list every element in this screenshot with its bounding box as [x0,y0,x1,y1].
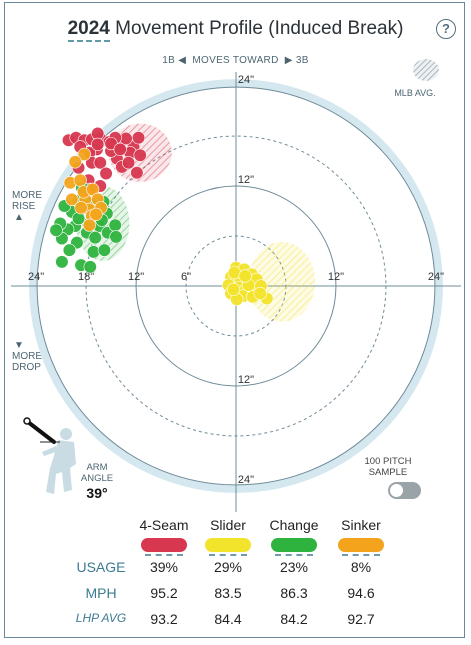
sample-toggle-line1: 100 PITCH [364,456,412,467]
arrow-up-icon: ▲ [14,212,24,223]
help-icon[interactable]: ? [436,19,456,39]
sample-toggle-line2: SAMPLE [368,467,408,478]
more-drop-label: ▼ MORE DROP [12,340,42,373]
point-4-seam [133,148,147,162]
table-cell: 84.2 [280,611,308,627]
arm-angle-line1: ARM [86,462,108,473]
point-4-seam [121,156,136,170]
point-slider [253,286,267,301]
point-change [86,245,101,259]
usage-dash [209,554,247,556]
more-drop-line1: MORE [12,351,42,362]
y-tick-label: 12" [238,174,254,186]
table-cell: 23% [279,559,309,575]
arm-angle-line2: ANGLE [80,473,114,484]
pitcher-silhouette-icon [23,417,76,494]
mlb-avg-label: MLB AVG. [394,88,436,98]
x-tick-label: 12" [328,271,344,283]
point-change [71,211,86,226]
table-cell: 95.2 [150,585,178,601]
mlb-avg-swatch [413,59,439,81]
table-cell: 83.5 [214,585,242,601]
x-tick-label: 24" [428,271,444,283]
more-drop-line2: DROP [12,362,41,373]
row-label: MPH [85,585,117,601]
x-tick-label: 6" [181,271,191,283]
table-cell: 29% [213,559,243,575]
point-4-seam [91,137,105,151]
point-sinker [68,155,82,169]
pitch-color-pill [271,538,317,552]
row-label: LHP AVG [75,611,127,625]
column-header: Change [269,517,319,533]
arrow-left-icon: ◀ [178,55,187,66]
y-tick-label: 24" [238,74,254,86]
year-selector[interactable]: 2024 [67,18,110,42]
point-change [55,255,69,269]
point-sinker [77,147,91,161]
column-header: Slider [210,517,246,533]
point-sinker [74,201,88,215]
x-tick-label: 18" [78,271,94,283]
table-cell: 84.4 [214,611,242,627]
point-4-seam [131,131,146,145]
usage-dash [342,554,380,556]
arm-angle-value: 39° [86,485,108,501]
sample-toggle[interactable] [388,482,421,499]
point-sinker [65,192,79,206]
moves-right-label: 3B [295,55,309,66]
point-slider [238,269,252,283]
point-4-seam [113,142,127,156]
moves-toward-header: 1B ◀ MOVES TOWARD ▶ 3B [0,55,471,66]
usage-dash [275,554,313,556]
point-sinker [73,173,87,187]
pitch-color-pill [338,538,384,552]
moves-left-label: 1B [162,55,176,66]
page-title: 2024 Movement Profile (Induced Break) [0,18,471,42]
point-4-seam [93,156,107,170]
table-cell: 93.2 [150,611,178,627]
x-tick-label: 12" [128,271,144,283]
y-tick-label: 12" [238,374,254,386]
arrow-right-icon: ▶ [284,55,293,66]
toggle-knob [390,484,403,497]
point-change [97,243,111,257]
point-change [88,231,102,245]
point-change [108,218,122,232]
pitch-color-pill [205,538,251,552]
usage-dash [145,554,183,556]
y-tick-label: 24" [238,474,254,486]
arrow-down-icon: ▼ [14,340,24,351]
table-cell: 86.3 [280,585,308,601]
table-cell: 94.6 [347,585,375,601]
point-4-seam [99,166,113,181]
point-change [109,230,123,244]
column-header: 4-Seam [139,517,189,533]
table-cell: 8% [350,559,372,575]
point-sinker [89,207,103,221]
point-sinker [82,218,96,232]
title-text: Movement Profile (Induced Break) [115,18,404,39]
point-change [62,243,77,257]
point-change [49,223,63,237]
pitch-color-pill [141,538,187,552]
table-cell: 39% [149,559,179,575]
point-change [83,260,97,274]
x-tick-label: 24" [28,271,44,283]
table-cell: 92.7 [347,611,375,627]
arm-angle-label: ARM ANGLE [80,462,114,484]
point-slider [226,282,241,296]
more-rise-line2: RISE [12,201,36,212]
point-4-seam [130,166,144,180]
more-rise-label: MORE RISE ▲ [12,190,42,223]
moves-toward-label: MOVES TOWARD [192,55,279,66]
column-header: Sinker [341,517,381,533]
row-label: USAGE [76,559,126,575]
sample-toggle-label: 100 PITCH SAMPLE [352,456,424,478]
more-rise-line1: MORE [12,190,42,201]
